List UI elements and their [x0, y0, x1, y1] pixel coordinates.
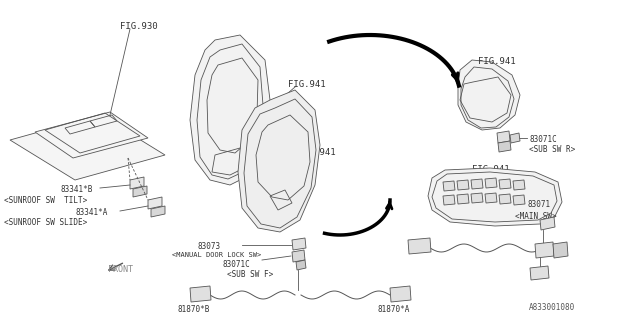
Polygon shape	[408, 238, 431, 254]
Polygon shape	[35, 112, 148, 158]
Text: FIG.941: FIG.941	[472, 165, 509, 174]
Polygon shape	[485, 178, 497, 188]
Text: <SUNROOF SW  TILT>: <SUNROOF SW TILT>	[4, 196, 87, 205]
Polygon shape	[510, 133, 520, 143]
Text: 83341*A: 83341*A	[75, 208, 108, 217]
Text: 83073: 83073	[197, 242, 220, 251]
Text: <SUB SW F>: <SUB SW F>	[227, 270, 273, 279]
Polygon shape	[471, 179, 483, 189]
Polygon shape	[148, 197, 162, 209]
Polygon shape	[10, 115, 165, 180]
Polygon shape	[485, 193, 497, 203]
Text: 83341*B: 83341*B	[60, 185, 92, 194]
Polygon shape	[296, 260, 306, 270]
Text: <SUB SW R>: <SUB SW R>	[529, 145, 575, 154]
Polygon shape	[540, 217, 555, 230]
Polygon shape	[513, 180, 525, 190]
Text: FRONT: FRONT	[108, 265, 133, 274]
Text: <MANUAL DOOR LOCK SW>: <MANUAL DOOR LOCK SW>	[172, 252, 261, 258]
Polygon shape	[457, 194, 469, 204]
Polygon shape	[443, 181, 455, 191]
Text: <MAIN SW>: <MAIN SW>	[515, 212, 557, 221]
Text: FIG.941: FIG.941	[478, 57, 516, 66]
Polygon shape	[190, 35, 270, 185]
Polygon shape	[428, 168, 562, 226]
Polygon shape	[513, 195, 525, 205]
Polygon shape	[190, 286, 211, 302]
Polygon shape	[130, 177, 144, 189]
Text: 83071C: 83071C	[222, 260, 250, 269]
Polygon shape	[535, 242, 554, 258]
Polygon shape	[458, 60, 520, 130]
Polygon shape	[443, 195, 455, 205]
Polygon shape	[498, 141, 511, 152]
Polygon shape	[133, 186, 147, 197]
Text: FIG.941: FIG.941	[288, 80, 326, 89]
Polygon shape	[390, 286, 411, 302]
Polygon shape	[499, 179, 511, 189]
Polygon shape	[497, 131, 510, 143]
Text: <SUNROOF SW SLIDE>: <SUNROOF SW SLIDE>	[4, 218, 87, 227]
Polygon shape	[471, 193, 483, 203]
Text: A833001080: A833001080	[529, 303, 575, 312]
Text: 83071C: 83071C	[529, 135, 557, 144]
Polygon shape	[530, 266, 549, 280]
Text: FIG.930: FIG.930	[120, 22, 157, 31]
Polygon shape	[238, 90, 320, 232]
Text: 83071: 83071	[528, 200, 551, 209]
Polygon shape	[499, 194, 511, 204]
Polygon shape	[292, 250, 305, 262]
Polygon shape	[457, 180, 469, 190]
Text: FIG.941: FIG.941	[298, 148, 335, 157]
Polygon shape	[151, 206, 165, 217]
Polygon shape	[292, 238, 306, 250]
Text: 81870*B: 81870*B	[177, 305, 209, 314]
Text: 81870*A: 81870*A	[377, 305, 410, 314]
Polygon shape	[553, 242, 568, 258]
